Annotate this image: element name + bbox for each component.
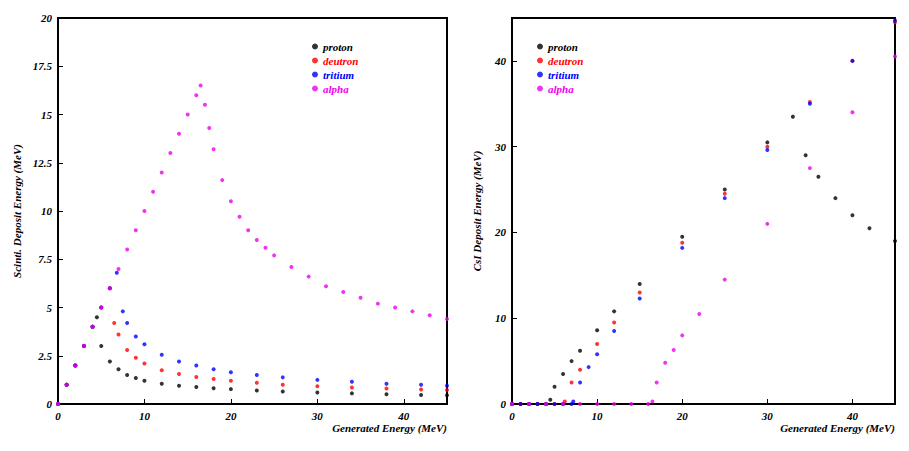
svg-text:0: 0 xyxy=(509,410,515,422)
svg-text:tritium: tritium xyxy=(548,69,580,81)
svg-text:2.5: 2.5 xyxy=(37,350,52,362)
svg-text:alpha: alpha xyxy=(323,83,349,95)
svg-text:CsI Deposit Energy (MeV): CsI Deposit Energy (MeV) xyxy=(471,151,484,272)
svg-text:40: 40 xyxy=(397,410,410,422)
svg-text:5: 5 xyxy=(47,302,53,314)
svg-text:tritium: tritium xyxy=(323,69,355,81)
svg-text:20: 20 xyxy=(494,226,507,238)
svg-text:30: 30 xyxy=(311,410,324,422)
svg-text:20: 20 xyxy=(224,410,237,422)
svg-text:20: 20 xyxy=(40,12,53,24)
svg-text:0: 0 xyxy=(55,410,61,422)
svg-text:15: 15 xyxy=(41,109,53,121)
svg-text:10: 10 xyxy=(41,205,53,217)
svg-text:10: 10 xyxy=(495,312,507,324)
svg-text:12.5: 12.5 xyxy=(33,157,53,169)
svg-text:0: 0 xyxy=(501,398,507,410)
svg-text:Scinti. Deposit Energy (MeV): Scinti. Deposit Energy (MeV) xyxy=(11,144,24,278)
svg-text:deutron: deutron xyxy=(548,55,583,67)
svg-text:alpha: alpha xyxy=(548,83,574,95)
svg-text:7.5: 7.5 xyxy=(38,253,52,265)
svg-text:17.5: 17.5 xyxy=(33,60,53,72)
svg-text:0: 0 xyxy=(47,398,53,410)
svg-text:30: 30 xyxy=(761,410,774,422)
svg-text:30: 30 xyxy=(494,141,507,153)
svg-text:20: 20 xyxy=(676,410,689,422)
svg-text:10: 10 xyxy=(592,410,604,422)
svg-text:deutron: deutron xyxy=(323,55,358,67)
svg-text:proton: proton xyxy=(322,41,353,53)
svg-text:Generated Energy (MeV): Generated Energy (MeV) xyxy=(332,422,447,435)
svg-text:40: 40 xyxy=(494,55,507,67)
svg-text:10: 10 xyxy=(139,410,151,422)
svg-text:Generated Energy (MeV): Generated Energy (MeV) xyxy=(780,422,895,435)
svg-text:proton: proton xyxy=(547,41,578,53)
svg-text:40: 40 xyxy=(846,410,859,422)
